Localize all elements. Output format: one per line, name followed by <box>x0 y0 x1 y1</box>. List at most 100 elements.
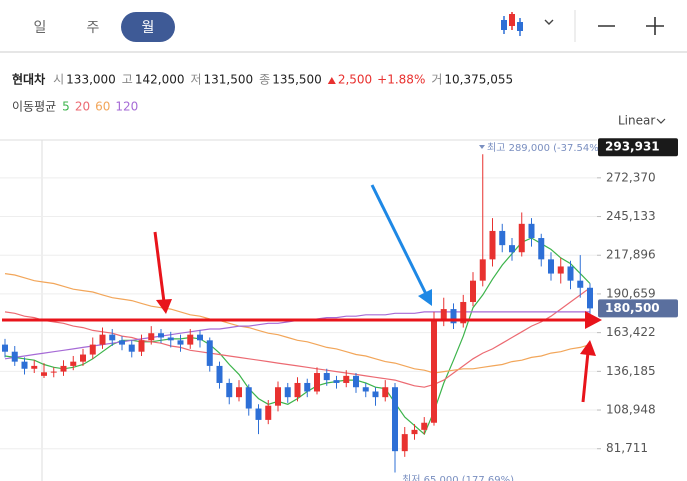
candle-body <box>411 429 418 435</box>
price-badge <box>598 299 678 318</box>
arrowhead <box>418 289 432 306</box>
info-text: 거 <box>431 73 442 87</box>
low-annotation: 최저 65,000 (177.69%) <box>402 474 514 481</box>
arrow <box>581 351 590 403</box>
candle-body <box>401 434 408 452</box>
candle-body <box>128 344 135 352</box>
candle-body <box>177 340 184 345</box>
arrowhead <box>580 340 596 356</box>
candle-body <box>353 375 359 388</box>
candle-body <box>538 238 545 260</box>
info-text: 142,000 <box>135 73 185 87</box>
candle-body <box>187 334 194 345</box>
candle-body <box>499 230 506 246</box>
candle-body <box>197 334 203 341</box>
candle-body <box>80 354 86 362</box>
candle-body <box>587 287 593 309</box>
info-text: 종 <box>259 73 270 87</box>
candle-body <box>528 223 535 239</box>
y-tick-label: 272,370 <box>606 170 656 184</box>
candle-body <box>548 259 554 274</box>
candle-body <box>284 387 291 398</box>
candle-body <box>11 351 18 362</box>
candle-body <box>489 230 496 260</box>
plot: 272,370 245,133 217,896 190,659 163,422 136,1… <box>0 138 678 481</box>
candle-body <box>470 280 476 302</box>
info-text: 135,500 <box>272 73 322 87</box>
arrow <box>370 184 428 295</box>
candle-body <box>138 340 145 352</box>
arrowhead <box>585 311 602 329</box>
info-text: +1.88% <box>377 73 425 87</box>
candle-body <box>21 361 28 369</box>
price-badge-label: 293,931 <box>605 140 660 154</box>
candle-body <box>577 280 584 288</box>
candle-body <box>460 301 467 324</box>
candle-body <box>304 382 311 392</box>
candle-body <box>567 266 574 281</box>
candle-body <box>41 372 47 376</box>
info-text: 저 <box>190 73 201 87</box>
legend-entry: 60 <box>95 100 110 114</box>
candle-body <box>314 373 320 392</box>
candle-body <box>50 371 57 373</box>
candle-body <box>109 334 116 341</box>
candle-body <box>148 333 155 341</box>
candle-body <box>206 340 213 366</box>
chart-type-icon[interactable] <box>501 12 523 36</box>
candle-body <box>333 380 340 383</box>
candle-body <box>450 309 457 324</box>
candle-body <box>518 223 525 253</box>
candle-body <box>421 422 428 430</box>
arrow <box>153 231 166 303</box>
candle-body <box>557 266 564 274</box>
y-tick-label: 163,422 <box>606 325 656 339</box>
candle-body <box>431 320 437 423</box>
info-text: 10,375,055 <box>444 73 513 87</box>
info-row: 현대차 시 133,000 고 142,000 저 131,500 종 135,500 2,500… <box>12 72 513 87</box>
legend-entry: 120 <box>115 100 138 114</box>
candle-body <box>392 387 398 452</box>
y-tick-label: 81,711 <box>606 441 648 455</box>
info-text: 2,500 <box>338 73 372 87</box>
price-badge-label: 180,500 <box>605 301 660 315</box>
candle-body <box>167 337 174 341</box>
candle-body <box>89 344 96 355</box>
high-annotation: 최고 289,000 (-37.54%) <box>487 142 603 154</box>
price-badge <box>598 138 678 157</box>
info-text: 고 <box>122 73 133 87</box>
y-tick-label: 108,948 <box>606 403 656 417</box>
candle-body <box>245 387 252 409</box>
candle-body <box>70 361 77 366</box>
candle-body <box>60 365 67 372</box>
candle-body <box>382 387 389 398</box>
y-tick-label: 217,896 <box>606 248 656 262</box>
candle-body <box>216 365 223 383</box>
tab[interactable]: 월 <box>142 20 155 36</box>
info-text: 현대차 <box>12 72 45 87</box>
tab[interactable]: 일 <box>34 20 47 36</box>
dropdown-chevron[interactable] <box>544 19 554 25</box>
scale-label[interactable]: Linear <box>618 114 655 128</box>
y-tick-label: 136,185 <box>606 364 656 378</box>
tab-selected-bg <box>121 12 175 42</box>
candle-body <box>275 387 281 406</box>
candle-body <box>372 391 379 398</box>
y-tick-label: 190,659 <box>606 286 656 300</box>
up-triangle <box>327 77 336 84</box>
high-marker <box>479 145 485 149</box>
scale-chevron[interactable] <box>656 118 666 124</box>
candle-body <box>158 333 164 338</box>
candle-body <box>440 309 447 321</box>
candle-body <box>236 387 242 398</box>
candle-body <box>509 245 515 253</box>
drawings <box>2 184 602 403</box>
candle-body <box>294 382 301 398</box>
zoom-in[interactable] <box>646 17 664 35</box>
tab[interactable]: 주 <box>87 20 100 36</box>
ma-line <box>4 273 591 374</box>
info-text: 131,500 <box>204 73 254 87</box>
info-text: 133,000 <box>66 73 116 87</box>
